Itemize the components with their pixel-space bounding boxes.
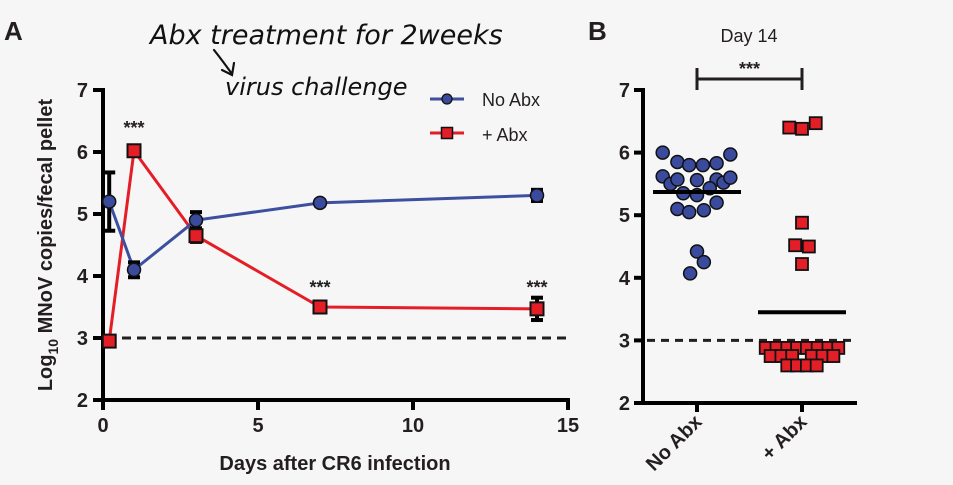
panel-a-y-tick-label: 6 [77,142,88,164]
panel-a-x-tick-label: 5 [252,415,263,437]
scatter-point-plus-abx [801,239,816,254]
scatter-point-plus-abx [809,358,824,373]
significance-label: *** [739,59,760,79]
panel-a-y-axis-title: Log10 MNoV copies/fecal pellet [35,99,61,392]
legend-marker-plus-abx [440,126,454,140]
legend-marker-no-abx [441,93,453,105]
data-point-plus-abx [312,299,328,315]
scatter-point-no-abx [670,201,685,217]
panel-b-chart: 2 3 4 5 6 7 No Abx + Abx *** [619,59,857,476]
data-point-plus-abx [188,228,204,244]
scatter-point-plus-abx [795,215,809,230]
scatter-point-no-abx [696,202,712,218]
scatter-point-no-abx [696,254,712,270]
annotation-line1: Abx treatment for 2weeks [148,20,503,51]
y-title-rest: MNoV copies/fecal pellet [35,99,57,339]
panel-a-y-tick-label: 2 [77,390,88,412]
scatter-point-no-abx [709,195,724,210]
scatter-point-plus-abx [788,238,803,253]
scatter-point-plus-abx [826,349,841,363]
legend-item-no-abx: No Abx [430,90,540,110]
panel-a-x-tick-label: 15 [557,415,579,437]
panel-b-y-tick-label: 6 [619,143,630,165]
panel-b-y-tick-label: 3 [619,330,630,352]
panel-a-x-tick-label: 10 [402,415,424,437]
data-point-no-abx [529,188,545,203]
panel-b-label: B [588,16,607,46]
significance-label: *** [526,277,547,297]
panel-a-y-tick-label: 5 [77,204,88,226]
legend: No Abx + Abx [430,90,540,145]
arrow-down-icon [212,48,236,77]
data-point-no-abx [312,195,328,211]
panel-a-y-tick-label: 3 [77,328,88,350]
legend-label-plus-abx: + Abx [482,125,528,145]
panel-b-title: Day 14 [720,26,777,46]
panel-b-y-tick-label: 7 [619,80,630,102]
scatter-point-no-abx [670,154,685,170]
scatter-point-no-abx [655,145,670,160]
scatter-point-no-abx [695,157,711,173]
panel-b-x-tick-label: + Abx [758,411,812,465]
y-title-prefix: Log [35,355,57,392]
panel-a-x-axis-title: Days after CR6 infection [219,453,450,475]
panel-a-y-tick-label: 4 [77,266,89,288]
panel-a-x-tick-label: 0 [97,415,108,437]
panel-b-x-tick-label: No Abx [642,411,707,476]
scatter-point-no-abx [709,155,724,171]
data-point-no-abx [126,262,142,278]
legend-item-plus-abx: + Abx [430,125,528,145]
scatter-point-plus-abx [808,116,823,131]
data-point-no-abx [188,212,204,228]
significance-label: *** [309,277,330,297]
scatter-point-no-abx [681,204,697,220]
significance-label: *** [123,118,144,138]
y-title-subscript: 10 [45,339,61,355]
scatter-point-plus-abx [795,257,809,271]
scatter-point-plus-abx [782,120,797,135]
scatter-point-no-abx [689,244,705,259]
data-point-plus-abx [126,143,142,159]
scatter-point-no-abx [689,172,705,188]
scatter-point-no-abx [670,172,685,187]
panel-a-chart: 2 3 4 5 6 7 0 5 10 15 *** *** *** [77,80,579,437]
panel-b-y-tick-label: 4 [619,268,631,290]
scatter-point-plus-abx [795,121,809,136]
data-point-plus-abx [101,333,117,349]
panel-a-y-tick-label: 7 [77,80,88,102]
annotation-line2: virus challenge [225,73,408,101]
legend-label-no-abx: No Abx [482,90,540,110]
panel-b-y-tick-label: 2 [619,393,630,415]
scatter-point-no-abx [723,147,738,162]
data-point-no-abx [101,194,117,209]
panel-b-y-tick-label: 5 [619,205,630,227]
scatter-point-no-abx [723,170,738,185]
data-point-plus-abx [529,301,545,317]
scatter-point-no-abx [681,157,697,173]
panel-a-label: A [4,16,23,46]
scatter-point-no-abx [682,266,698,281]
